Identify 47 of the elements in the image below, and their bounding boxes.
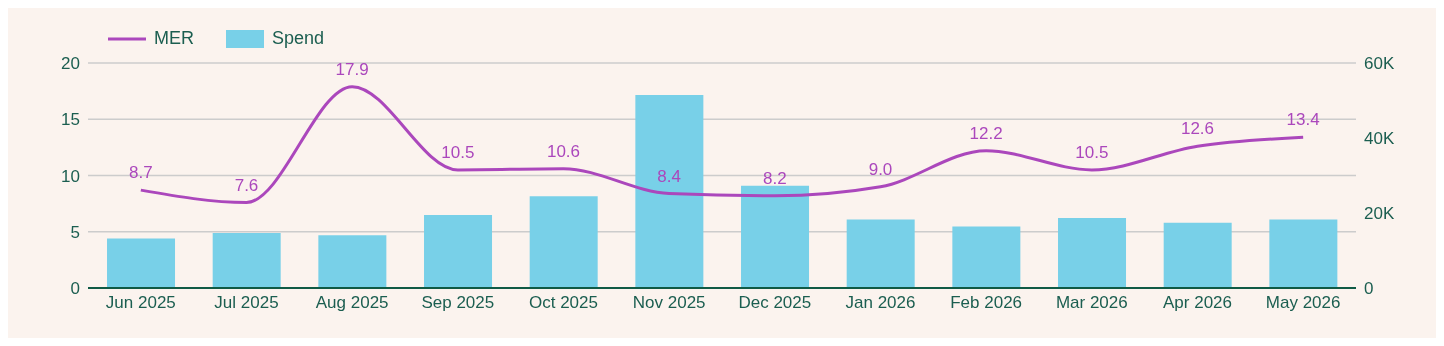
x-tick-label: Mar 2026 — [1055, 293, 1128, 313]
bar — [952, 226, 1021, 288]
data-label: 7.6 — [234, 175, 259, 195]
bar — [107, 238, 176, 288]
x-tick-label: Jan 2026 — [845, 293, 916, 313]
bar — [635, 94, 704, 288]
bar — [318, 235, 387, 288]
data-label: 13.4 — [1286, 110, 1320, 130]
data-label: 8.7 — [129, 163, 153, 183]
x-tick-label: Dec 2025 — [738, 293, 812, 313]
data-label: 9.0 — [868, 159, 893, 179]
x-tick-label: Jul 2025 — [214, 293, 279, 313]
x-tick-label: Sep 2025 — [421, 293, 495, 313]
y-tick-label: 15 — [61, 110, 80, 130]
y2-tick-label: 60K — [1364, 54, 1395, 74]
y2-tick-label: 20K — [1364, 204, 1395, 224]
bar — [212, 232, 281, 288]
bar — [741, 185, 810, 288]
data-label: 10.5 — [441, 142, 475, 162]
bar — [1058, 217, 1127, 288]
bar — [529, 196, 598, 288]
data-label: 8.4 — [657, 166, 681, 186]
legend-label: Spend — [272, 28, 325, 49]
x-tick-label: Oct 2025 — [529, 293, 598, 313]
bar — [846, 219, 915, 288]
legend-label: MER — [154, 28, 194, 49]
x-tick-label: Jun 2025 — [105, 293, 176, 313]
y2-tick-label: 0 — [1364, 279, 1374, 299]
x-tick-label: Feb 2026 — [950, 293, 1023, 313]
x-tick-label: Aug 2025 — [315, 293, 389, 313]
y2-tick-label: 40K — [1364, 129, 1395, 149]
x-tick-label: Apr 2026 — [1163, 293, 1232, 313]
bar — [424, 214, 493, 288]
bar — [1163, 222, 1232, 288]
y-tick-label: 10 — [61, 166, 80, 186]
data-label: 12.6 — [1180, 119, 1215, 139]
data-label: 10.5 — [1075, 142, 1109, 162]
y-tick-label: 5 — [70, 222, 80, 242]
data-label: 17.9 — [335, 59, 369, 79]
x-tick-label: May 2026 — [1265, 293, 1341, 313]
y-tick-label: 20 — [61, 54, 80, 74]
x-tick-label: Nov 2025 — [632, 293, 706, 313]
data-label: 10.6 — [546, 141, 581, 161]
bar — [1269, 219, 1338, 288]
data-label: 8.2 — [763, 168, 787, 188]
data-label: 12.2 — [969, 123, 1003, 143]
y-tick-label: 0 — [70, 279, 80, 299]
